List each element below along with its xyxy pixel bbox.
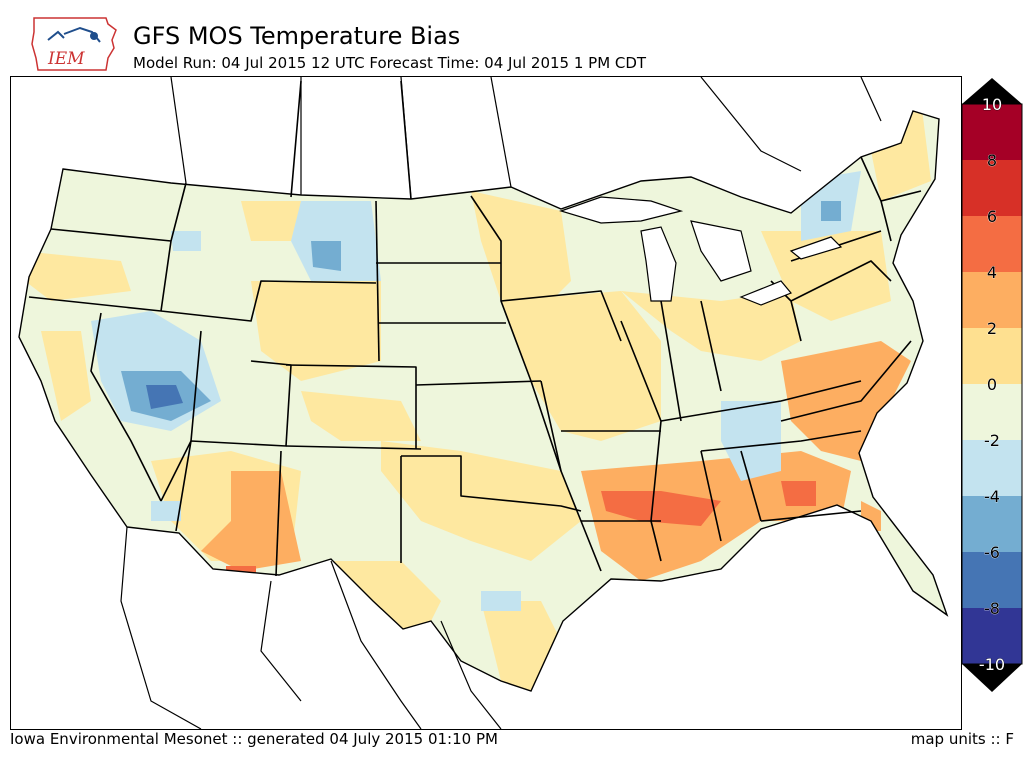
svg-text:IEM: IEM <box>47 49 85 69</box>
colorbar-swatch <box>962 272 1022 329</box>
iem-logo: IEM <box>31 17 117 71</box>
map-panel <box>10 76 962 730</box>
colorbar-tick-label: 2 <box>987 319 997 338</box>
colorbar-tick-label: -2 <box>984 431 1000 450</box>
colorbar-tick-label: -8 <box>984 599 1000 618</box>
footer-units: map units :: F <box>910 730 1014 748</box>
temperature-bias-fill <box>19 111 947 691</box>
neighbor-borders <box>120 77 882 729</box>
colorbar-swatch <box>962 440 1022 497</box>
colorbar-swatch <box>962 384 1022 441</box>
colorbar-swatch <box>962 552 1022 609</box>
colorbar-tick-label: -6 <box>984 543 1000 562</box>
colorbar-tick-label: 10 <box>982 95 1002 114</box>
colorbar-swatch <box>962 216 1022 273</box>
colorbar-extend-max <box>962 78 1022 104</box>
colorbar-tick-label: -4 <box>984 487 1000 506</box>
footer-credit: Iowa Environmental Mesonet :: generated … <box>10 730 498 748</box>
colorbar-frame <box>961 103 1023 665</box>
map-subtitle: Model Run: 04 Jul 2015 12 UTC Forecast T… <box>133 54 647 72</box>
colorbar-tick-label: 8 <box>987 151 997 170</box>
state-borders <box>28 80 922 577</box>
colorbar-tick-label: 4 <box>987 263 997 282</box>
great-lakes <box>559 196 843 306</box>
colorbar-tick-label: 0 <box>987 375 997 394</box>
colorbar-swatch <box>962 496 1022 553</box>
colorbar: 10 8 6 4 2 0 -2 -4 -6 -8 -10 <box>961 78 1023 692</box>
map-title: GFS MOS Temperature Bias <box>133 22 461 50</box>
colorbar-swatch <box>962 328 1022 385</box>
conus-map <box>18 77 948 729</box>
colorbar-swatch <box>962 160 1022 217</box>
colorbar-swatch <box>962 608 1022 665</box>
colorbar-tick-label: 6 <box>987 207 997 226</box>
colorbar-tick-label: -10 <box>979 655 1005 674</box>
colorbar-swatch <box>962 104 1022 161</box>
colorbar-extend-min <box>962 664 1022 692</box>
